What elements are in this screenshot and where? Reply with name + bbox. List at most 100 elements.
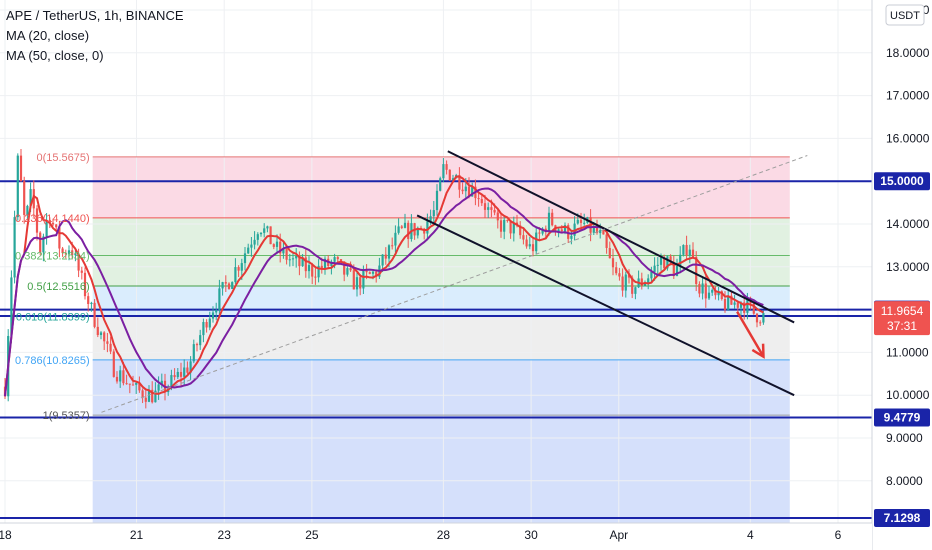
candle-body <box>723 299 727 310</box>
candle-body <box>720 291 723 300</box>
candle-body <box>58 227 61 249</box>
candle-body <box>755 313 759 323</box>
candle-body <box>247 247 250 254</box>
candle-body <box>71 250 74 256</box>
symbol-title[interactable]: APE / TetherUS, 1h, BINANCE <box>6 8 184 23</box>
candle-body <box>10 277 13 336</box>
candle-body <box>151 389 154 403</box>
candle-body <box>503 219 506 232</box>
candle-body <box>99 332 103 335</box>
candle-body <box>595 227 599 234</box>
currency-badge[interactable] <box>885 4 925 26</box>
candle-body <box>157 384 160 391</box>
candle-body <box>16 155 19 218</box>
candle-body <box>346 268 349 275</box>
candle-body <box>407 222 410 240</box>
candle-body <box>509 220 512 234</box>
candle-body <box>685 244 688 256</box>
time-tick-label: 21 <box>130 528 144 542</box>
candle-body <box>218 288 221 311</box>
level-price-badge[interactable] <box>874 172 930 191</box>
fib-level-label: 0.786(10.8265) <box>15 355 90 367</box>
candle-body <box>659 257 663 265</box>
forecast-arrow[interactable] <box>736 311 765 359</box>
forecast-arrow-shaft[interactable] <box>736 311 765 358</box>
candle-body <box>160 380 163 385</box>
candle-body <box>320 265 323 269</box>
candle-body <box>621 276 624 291</box>
candle-body <box>506 219 509 221</box>
candle-body <box>579 219 583 223</box>
trend-line-channel-lower[interactable] <box>416 214 795 397</box>
time-axis[interactable]: 18 21 23 25 28 30 Apr 4 6 <box>0 522 872 550</box>
candle-body <box>698 283 701 294</box>
forecast-arrow-head[interactable] <box>751 343 765 359</box>
candle-body <box>195 344 199 346</box>
candle-body <box>615 267 618 274</box>
level-price-badge[interactable] <box>874 509 930 528</box>
trend-line-dashed-support[interactable] <box>101 155 808 413</box>
candle-body <box>135 382 138 385</box>
candle-body <box>403 222 407 228</box>
candle-body <box>611 258 615 268</box>
price-countdown-label: 37:31 <box>887 319 917 333</box>
candle-body <box>679 254 682 266</box>
candle-body <box>199 335 202 346</box>
ma50-legend[interactable]: MA (50, close, 0) <box>6 48 104 63</box>
candle-body <box>55 224 58 228</box>
ma20-legend[interactable]: MA (20, close) <box>6 28 90 43</box>
candle-body <box>643 283 647 286</box>
candle-body <box>186 367 189 373</box>
time-tick-label: 6 <box>835 528 842 542</box>
ma20-line <box>4 175 764 397</box>
candle-body <box>464 186 467 192</box>
candle-body <box>640 278 643 286</box>
candle-body <box>362 270 365 289</box>
candle-body <box>375 271 378 277</box>
candle-body <box>67 250 71 255</box>
candle-body <box>35 208 39 233</box>
candle-body <box>547 212 551 232</box>
candle-body <box>90 302 93 305</box>
candle-body <box>282 248 285 254</box>
price-axis[interactable]: 19.000018.000017.000016.000015.000014.00… <box>871 0 932 550</box>
candle-body <box>96 326 99 335</box>
fib-zone <box>92 316 790 360</box>
fib-zone <box>92 359 790 416</box>
price-tick-label: 9.0000 <box>886 431 923 445</box>
candle-body <box>653 265 656 272</box>
trend-lines[interactable] <box>101 150 808 413</box>
candle-body <box>461 189 464 192</box>
chart-legend: APE / TetherUS, 1h, BINANCE MA (20, clos… <box>6 6 184 66</box>
candle-body <box>739 302 743 308</box>
candle-body <box>743 302 746 313</box>
candle-body <box>467 186 471 197</box>
price-tick-label: 14.0000 <box>886 217 930 231</box>
candle-body <box>707 292 711 299</box>
fib-level-label: 0.5(12.5516) <box>27 281 89 293</box>
current-price-badge[interactable] <box>874 301 930 336</box>
trend-line-channel-upper[interactable] <box>447 150 795 324</box>
horizontal-levels[interactable] <box>0 180 872 520</box>
candle-body <box>499 220 503 232</box>
candle-body <box>237 267 240 271</box>
candle-body <box>179 371 183 377</box>
candle-body <box>272 244 275 247</box>
candle-body <box>496 212 499 221</box>
candle-body <box>231 282 234 289</box>
candle-body <box>650 271 653 279</box>
candle-body <box>557 229 560 232</box>
candle-body <box>314 276 317 278</box>
candle-body <box>627 274 631 278</box>
candle-body <box>256 234 259 240</box>
candle-body <box>752 303 755 314</box>
price-tick-label: 10.0000 <box>886 388 930 402</box>
candle-body <box>701 283 704 294</box>
candle-body <box>435 190 439 211</box>
candle-body <box>602 230 605 235</box>
level-price-label: 9.4779 <box>884 411 921 425</box>
candle-body <box>656 264 659 266</box>
candle-body <box>45 219 48 237</box>
level-price-badge[interactable] <box>874 408 930 427</box>
